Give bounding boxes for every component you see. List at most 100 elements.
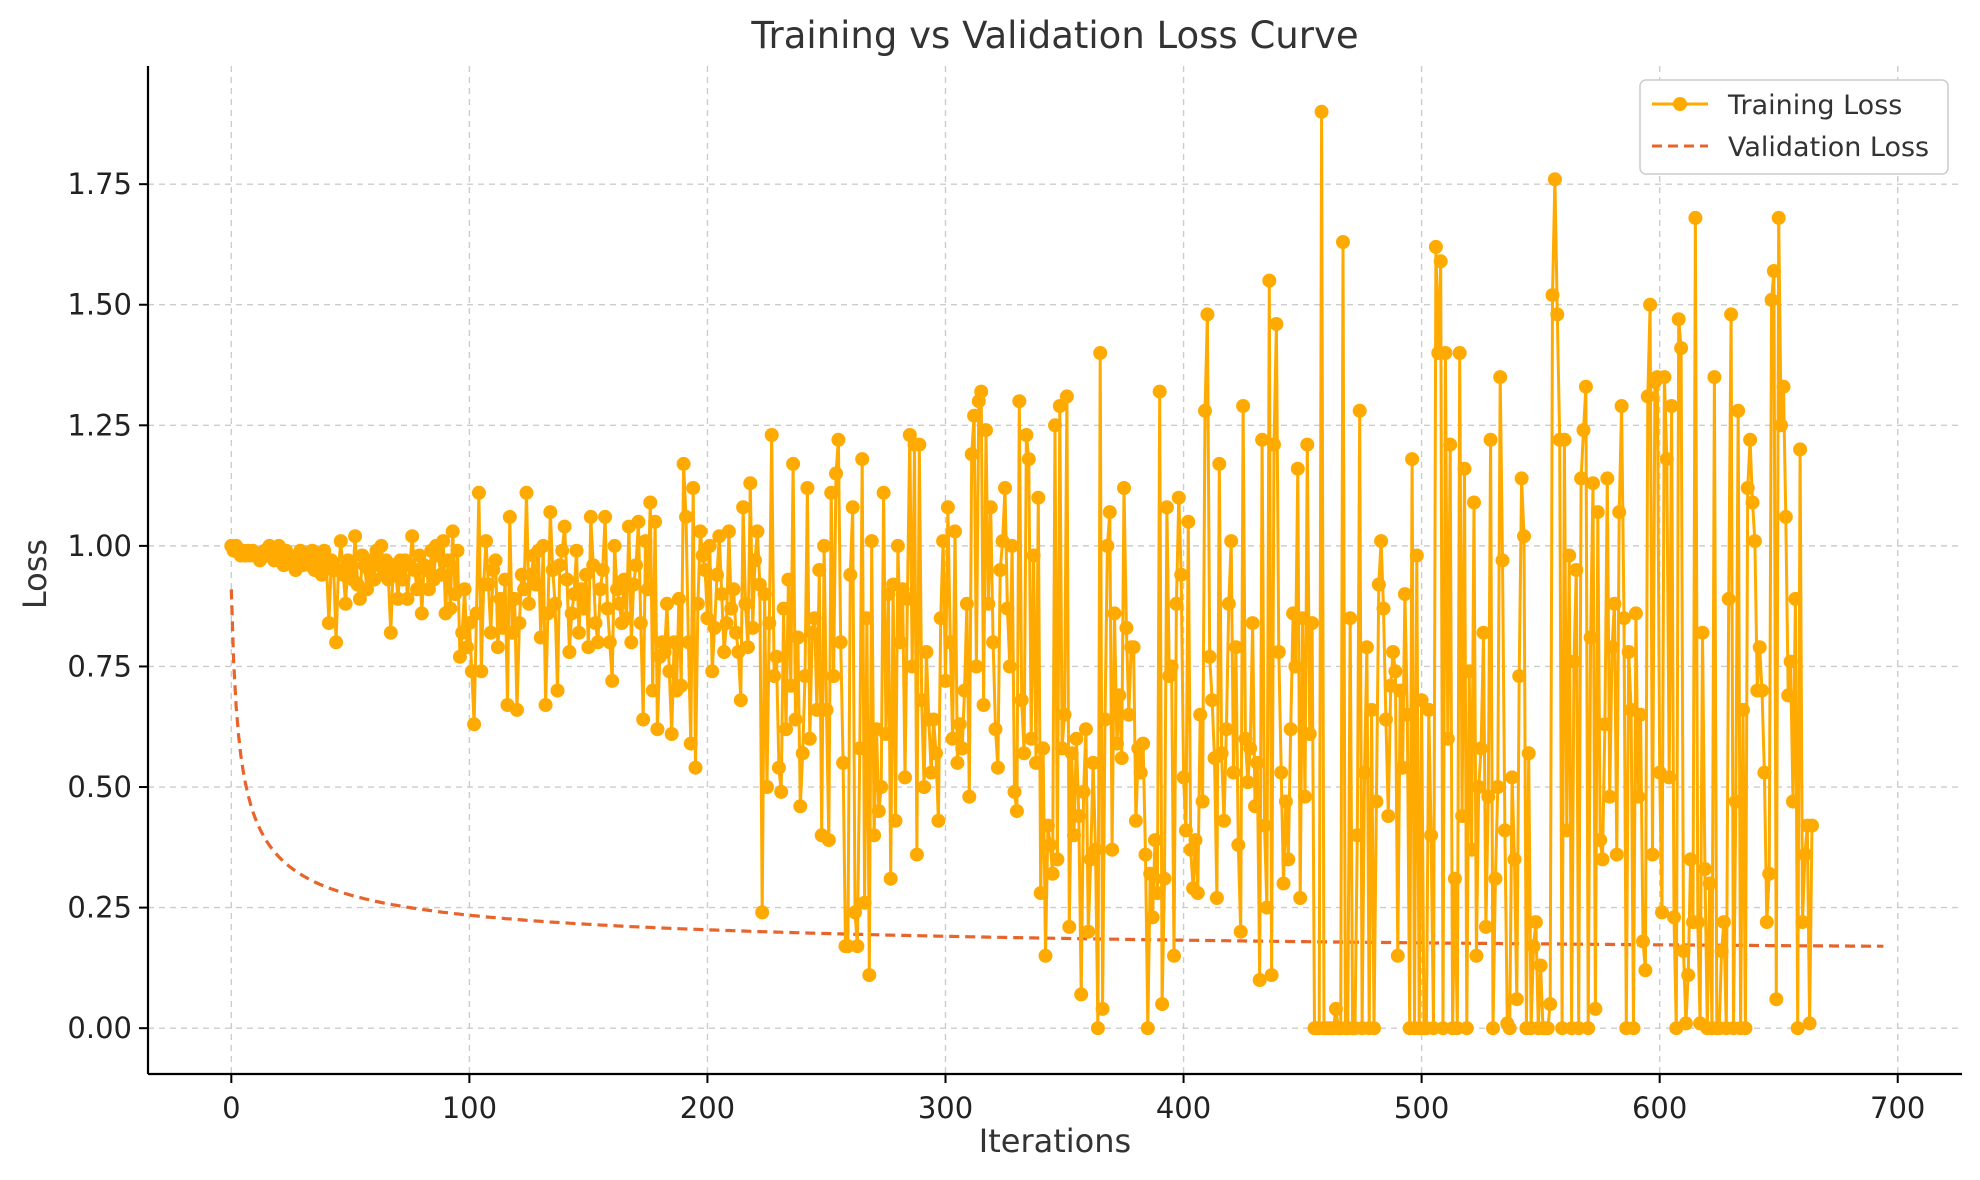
training-loss-point [1478, 919, 1493, 934]
y-tick-label: 0.00 [67, 1011, 132, 1045]
y-tick-label: 1.25 [67, 408, 132, 442]
training-loss-point [700, 611, 715, 626]
training-loss-point [636, 712, 651, 727]
training-loss-point [512, 616, 527, 631]
training-loss-point [986, 635, 1001, 650]
training-loss-point [1350, 828, 1365, 843]
training-loss-point [329, 635, 344, 650]
training-loss-point [1752, 640, 1767, 655]
training-loss-point [974, 384, 989, 399]
training-loss-point [748, 553, 762, 568]
training-loss-point [633, 616, 648, 631]
training-loss-point [1143, 866, 1158, 881]
training-loss-point [859, 611, 874, 626]
training-loss-point [824, 485, 839, 500]
training-loss-point [945, 731, 960, 746]
training-loss-point [1764, 292, 1779, 307]
training-loss-point [1702, 876, 1717, 891]
training-loss-point [1114, 751, 1129, 766]
training-loss-point [1421, 702, 1436, 717]
training-loss-point [1190, 886, 1205, 901]
training-loss-point [1481, 789, 1496, 804]
training-loss-point [1009, 804, 1024, 819]
training-loss-point [498, 572, 513, 587]
training-loss-point [1031, 490, 1046, 505]
training-loss-point [493, 591, 508, 606]
training-loss-point [1514, 471, 1529, 486]
training-loss-point [1214, 746, 1229, 761]
training-loss-point [738, 596, 753, 611]
training-loss-point [1017, 746, 1032, 761]
training-loss-point [774, 784, 789, 799]
training-loss-point [1202, 649, 1217, 664]
x-tick-label: 100 [442, 1091, 497, 1125]
training-loss-point [1000, 601, 1015, 616]
training-loss-point [1155, 997, 1170, 1012]
training-loss-point [660, 596, 674, 611]
chart-title: Training vs Validation Loss Curve [750, 14, 1358, 57]
training-loss-point [976, 698, 991, 712]
training-loss-point [1062, 919, 1077, 934]
training-loss-point [1217, 813, 1231, 828]
training-loss-point [1474, 741, 1489, 756]
training-layer [224, 104, 1819, 1036]
training-loss-point [829, 466, 843, 481]
training-loss-point [333, 534, 348, 549]
training-loss-point [1740, 481, 1755, 495]
training-loss-point [1257, 818, 1272, 833]
validation-layer [229, 589, 1884, 948]
training-loss-point [1802, 1016, 1817, 1031]
training-loss-point [483, 625, 498, 640]
training-loss-point [1224, 534, 1239, 549]
training-loss-point [755, 905, 770, 920]
training-loss-point [360, 582, 374, 597]
training-loss-point [467, 717, 482, 732]
training-loss-point [1695, 625, 1710, 640]
training-loss-point [724, 601, 739, 616]
y-tick-label: 0.50 [67, 770, 132, 804]
training-loss-point [979, 423, 993, 438]
training-loss-point [802, 731, 817, 746]
training-loss-point [1528, 915, 1543, 930]
training-loss-point [1676, 944, 1691, 958]
training-loss-point [1012, 394, 1027, 409]
training-loss-point [1212, 456, 1227, 471]
training-loss-point [1250, 755, 1265, 770]
training-loss-point [443, 601, 458, 616]
training-loss-point [843, 567, 858, 582]
training-loss-point [1483, 432, 1498, 447]
training-loss-point [760, 780, 774, 794]
training-loss-point [576, 601, 591, 616]
training-loss-point [962, 789, 977, 804]
training-loss-point [776, 601, 791, 616]
training-loss-point [1507, 852, 1522, 867]
training-loss-point [812, 563, 827, 577]
training-loss-point [1638, 963, 1653, 978]
training-loss-point [1302, 727, 1317, 741]
training-loss-point [1243, 741, 1258, 756]
training-loss-point [1305, 616, 1320, 631]
training-loss-point [771, 760, 786, 775]
training-loss-point [510, 702, 524, 717]
training-loss-point [1469, 948, 1484, 963]
training-loss-point [1069, 731, 1084, 746]
training-loss-point [414, 606, 429, 621]
training-loss-point [983, 500, 998, 515]
training-loss-point [1181, 514, 1196, 529]
training-loss-point [1778, 509, 1793, 524]
x-tick-label: 400 [1156, 1091, 1211, 1125]
training-loss-point [1628, 606, 1643, 621]
training-loss-point [452, 649, 467, 664]
training-loss-point [1607, 596, 1622, 611]
y-tick-label: 1.00 [67, 529, 132, 563]
training-loss-point [714, 587, 729, 602]
training-loss-point [1424, 828, 1439, 843]
training-loss-point [845, 500, 860, 515]
training-loss-point [862, 968, 877, 983]
training-loss-point [1633, 707, 1648, 722]
training-loss-point [1026, 548, 1041, 563]
training-loss-point [1683, 852, 1698, 867]
training-loss-point [1288, 659, 1303, 674]
training-loss-point [1476, 625, 1491, 640]
